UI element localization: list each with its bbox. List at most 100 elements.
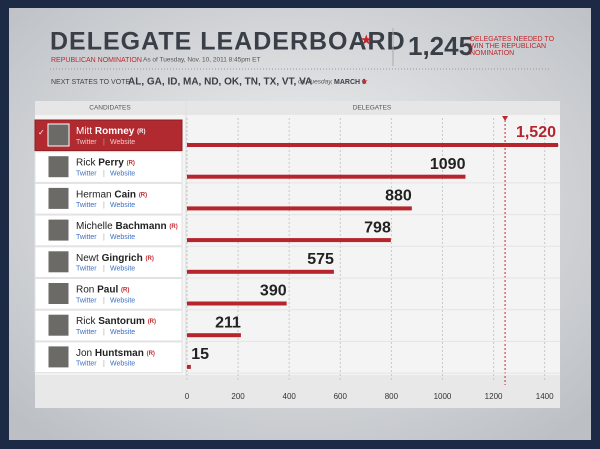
website-link[interactable]: Website bbox=[110, 329, 135, 336]
twitter-link[interactable]: Twitter bbox=[76, 202, 97, 209]
photo bbox=[47, 186, 70, 210]
candidate-name: Jon Huntsman (R) bbox=[76, 348, 155, 359]
photo bbox=[47, 282, 70, 305]
website-link[interactable]: Website bbox=[110, 202, 135, 209]
next-date: MARCH 6 bbox=[334, 79, 366, 86]
value-label: 390 bbox=[260, 283, 287, 300]
twitter-link[interactable]: Twitter bbox=[76, 171, 97, 178]
x-tick-label: 1400 bbox=[536, 392, 554, 401]
axis-band bbox=[35, 375, 560, 408]
overflow-mark: » bbox=[555, 142, 559, 149]
value-label: 1090 bbox=[430, 156, 466, 173]
next-on: on Tuesday, bbox=[298, 79, 333, 86]
party: (R) bbox=[145, 255, 153, 261]
col-header: CANDIDATES bbox=[89, 105, 131, 112]
check: ✓ bbox=[38, 128, 45, 137]
party: (R) bbox=[147, 350, 155, 356]
photo bbox=[47, 313, 70, 337]
candidate-name: Rick Santorum (R) bbox=[76, 316, 156, 327]
last-name: Gingrich bbox=[102, 252, 143, 263]
candidate-name: Rick Perry (R) bbox=[76, 157, 135, 168]
rows: ✓ Mitt Romney (R) Twitter | Website 1,520» Ric… bbox=[34, 119, 560, 374]
needed-text: WIN THE REPUBLICAN bbox=[470, 43, 546, 50]
twitter-link[interactable]: Twitter bbox=[76, 297, 97, 304]
needed-text: DELEGATES NEEDED TO bbox=[470, 36, 555, 43]
candidate-name: Newt Gingrich (R) bbox=[76, 252, 154, 263]
first-name: Rick bbox=[76, 316, 96, 327]
value-label: 211 bbox=[215, 314, 241, 331]
first-name: Rick bbox=[76, 157, 96, 168]
twitter-link[interactable]: Twitter bbox=[76, 361, 97, 368]
star: ★ bbox=[360, 32, 373, 48]
value-label: 798 bbox=[364, 219, 391, 236]
bar bbox=[187, 174, 466, 179]
website-link[interactable]: Website bbox=[110, 234, 135, 241]
first-name: Ron bbox=[76, 284, 94, 295]
photo bbox=[47, 250, 70, 274]
first-name: Herman bbox=[76, 189, 112, 200]
first-name: Jon bbox=[76, 348, 92, 359]
last-name: Santorum bbox=[98, 316, 145, 327]
title: DELEGATE LEADERBOARD bbox=[50, 28, 406, 56]
x-tick-label: 600 bbox=[334, 392, 348, 401]
x-tick-label: 200 bbox=[231, 392, 245, 401]
candidate-name: Mitt Romney (R) bbox=[76, 126, 145, 137]
candidate-name: Michelle Bachmann (R) bbox=[76, 221, 178, 232]
photo bbox=[47, 218, 70, 242]
party: (R) bbox=[127, 160, 135, 166]
x-tick-label: 400 bbox=[283, 392, 297, 401]
grid bbox=[186, 116, 546, 385]
link-sep: | bbox=[103, 171, 105, 178]
first-name: Newt bbox=[76, 252, 99, 263]
last-name: Bachmann bbox=[115, 221, 166, 232]
website-link[interactable]: Website bbox=[110, 171, 135, 178]
last-name: Paul bbox=[97, 284, 118, 295]
link-sep: | bbox=[103, 202, 105, 209]
x-tick-label: 1000 bbox=[434, 392, 452, 401]
first-name: Mitt bbox=[76, 126, 92, 137]
needed-number: 1,245 bbox=[408, 31, 473, 61]
website-link[interactable]: Website bbox=[110, 361, 135, 368]
bar bbox=[187, 301, 287, 306]
twitter-link[interactable]: Twitter bbox=[76, 329, 97, 336]
value-label: 1,520 bbox=[516, 124, 556, 141]
threshold-marker bbox=[502, 116, 509, 121]
as-of: As of Tuesday, Nov. 10, 2011 8:45pm ET bbox=[143, 57, 260, 64]
website-link[interactable]: Website bbox=[110, 139, 135, 146]
party: (R) bbox=[139, 192, 147, 198]
col-header: DELEGATES bbox=[353, 105, 392, 112]
needed-text: NOMINATION bbox=[470, 50, 514, 57]
link-sep: | bbox=[103, 297, 105, 304]
party: (R) bbox=[137, 129, 145, 135]
star: ★ bbox=[361, 77, 368, 86]
party: (R) bbox=[121, 287, 129, 293]
bar bbox=[187, 238, 391, 243]
next-label: NEXT STATES TO VOTE bbox=[51, 79, 130, 86]
bars bbox=[187, 143, 558, 369]
link-sep: | bbox=[103, 139, 105, 146]
last-name: Huntsman bbox=[95, 348, 144, 359]
bar bbox=[187, 143, 558, 147]
link-sep: | bbox=[103, 266, 105, 273]
last-name: Perry bbox=[98, 157, 124, 168]
bar bbox=[187, 333, 241, 338]
last-name: Cain bbox=[114, 189, 136, 200]
value-label: 575 bbox=[307, 251, 334, 268]
bar bbox=[187, 269, 334, 274]
bar bbox=[187, 364, 191, 369]
twitter-link[interactable]: Twitter bbox=[76, 266, 97, 273]
bar bbox=[187, 206, 412, 211]
website-link[interactable]: Website bbox=[110, 297, 135, 304]
party: (R) bbox=[169, 224, 177, 230]
link-sep: | bbox=[103, 361, 105, 368]
party: (R) bbox=[148, 319, 156, 325]
twitter-link[interactable]: Twitter bbox=[76, 139, 97, 146]
subtitle: REPUBLICAN NOMINATION bbox=[51, 57, 142, 64]
last-name: Romney bbox=[95, 126, 135, 137]
website-link[interactable]: Website bbox=[110, 266, 135, 273]
value-label: 880 bbox=[385, 188, 412, 205]
next-states: AL, GA, ID, MA, ND, OK, TN, TX, VT, VA bbox=[128, 77, 312, 88]
twitter-link[interactable]: Twitter bbox=[76, 234, 97, 241]
link-sep: | bbox=[103, 234, 105, 241]
